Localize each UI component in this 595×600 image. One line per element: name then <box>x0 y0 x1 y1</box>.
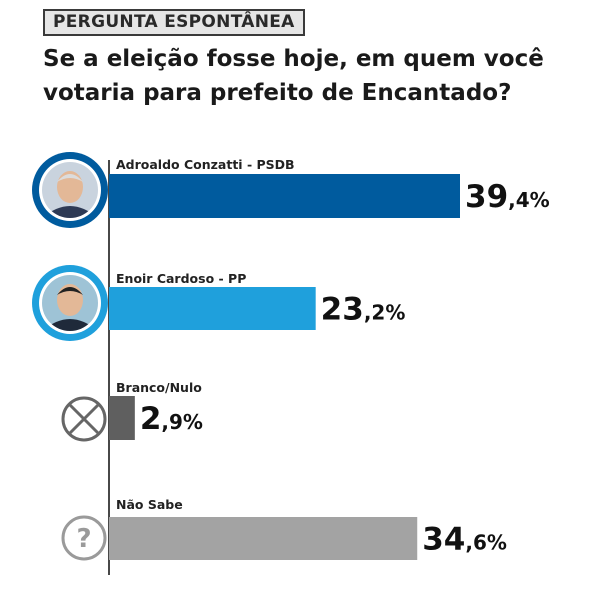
category-label: Não Sabe <box>116 497 183 512</box>
category-label: Branco/Nulo <box>116 380 202 395</box>
bar <box>109 174 460 218</box>
question-line-1: Se a eleição fosse hoje, em quem você <box>43 46 544 72</box>
candidate-photo-1 <box>32 152 108 228</box>
cross-circle-icon <box>61 396 107 442</box>
bar <box>109 517 418 560</box>
data-label: 34,6% <box>422 522 507 558</box>
question-line-2: votaria para prefeito de Encantado? <box>43 80 512 106</box>
question-circle-icon: ? <box>61 515 107 561</box>
question-type-tag: PERGUNTA ESPONTÂNEA <box>43 9 305 36</box>
data-label: 2,9% <box>140 401 203 437</box>
data-label: 39,4% <box>465 179 550 215</box>
bar <box>109 396 135 440</box>
candidate-photo-2 <box>32 265 108 341</box>
category-label: Enoir Cardoso - PP <box>116 271 246 286</box>
question-title: Se a eleição fosse hoje, em quem você vo… <box>43 42 583 110</box>
data-label: 23,2% <box>321 292 406 328</box>
bar <box>109 287 316 330</box>
svg-text:?: ? <box>76 524 91 554</box>
category-label: Adroaldo Conzatti - PSDB <box>116 157 295 172</box>
